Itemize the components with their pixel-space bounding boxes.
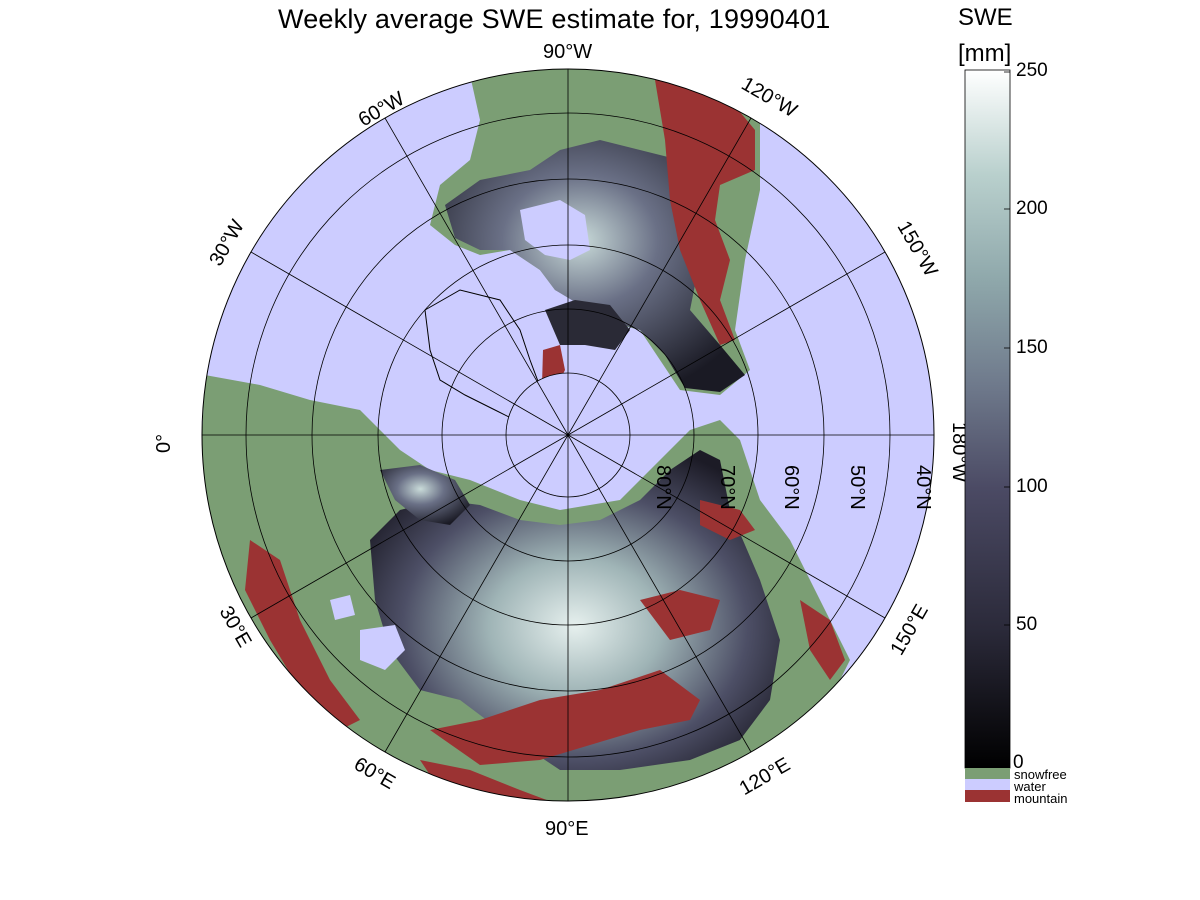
label-40n: 40°N (912, 465, 934, 510)
colorbar-title-2: [mm] (958, 40, 1012, 67)
label-90e: 90°E (545, 818, 589, 840)
label-30w: 30°W (205, 216, 249, 270)
arctic-islands (545, 300, 630, 350)
north-america-snow (445, 140, 745, 392)
label-60e: 60°E (350, 753, 399, 794)
label-150e: 150°E (886, 601, 932, 659)
label-0: 0° (153, 434, 175, 453)
label-80n: 80°N (652, 465, 674, 510)
label-70n: 70°N (716, 465, 738, 510)
rockies-mountain (655, 75, 755, 345)
colorbar-title-1: SWE (958, 4, 1013, 31)
label-120e: 120°E (736, 754, 794, 800)
colorbar-ticks (1004, 71, 1010, 626)
map-border (201, 68, 935, 802)
eurasia-mountain-4 (640, 590, 720, 640)
eurasia-mountain-6 (700, 500, 755, 540)
scandinavia-snow (380, 465, 470, 525)
label-90w: 90°W (543, 41, 592, 63)
colorbar-tick-200: 200 (1016, 198, 1048, 219)
inland-water-2 (330, 595, 355, 620)
legend-label-snowfree: snowfree (1014, 767, 1067, 782)
colorbar (964, 69, 1011, 769)
colorbar-tick-100: 100 (1016, 476, 1048, 497)
inland-water-1 (360, 625, 405, 670)
legend-mountain (965, 790, 1010, 802)
label-180w: 180°W (948, 422, 970, 482)
eurasia-mountain-3 (245, 540, 360, 730)
colorbar-tick-50: 50 (1016, 614, 1038, 635)
label-150w: 150°W (893, 217, 942, 280)
colorbar-tick-0: 0 (1013, 752, 1024, 773)
colorbar-tick-250: 250 (1016, 60, 1048, 81)
legend-label-mountain: mountain (1014, 791, 1068, 806)
eurasia-mountain-1 (430, 670, 700, 765)
legend-water (965, 779, 1010, 790)
legend-snowfree (965, 768, 1010, 779)
legend-label-water: water (1014, 779, 1046, 794)
label-120w: 120°W (737, 73, 800, 122)
label-60n: 60°N (780, 465, 802, 510)
colorbar-tick-150: 150 (1016, 337, 1048, 358)
map-title: Weekly average SWE estimate for, 1999040… (278, 4, 831, 34)
graticule-meridians (202, 69, 934, 801)
eurasia-mountain-5 (800, 600, 845, 680)
label-50n: 50°N (846, 465, 868, 510)
